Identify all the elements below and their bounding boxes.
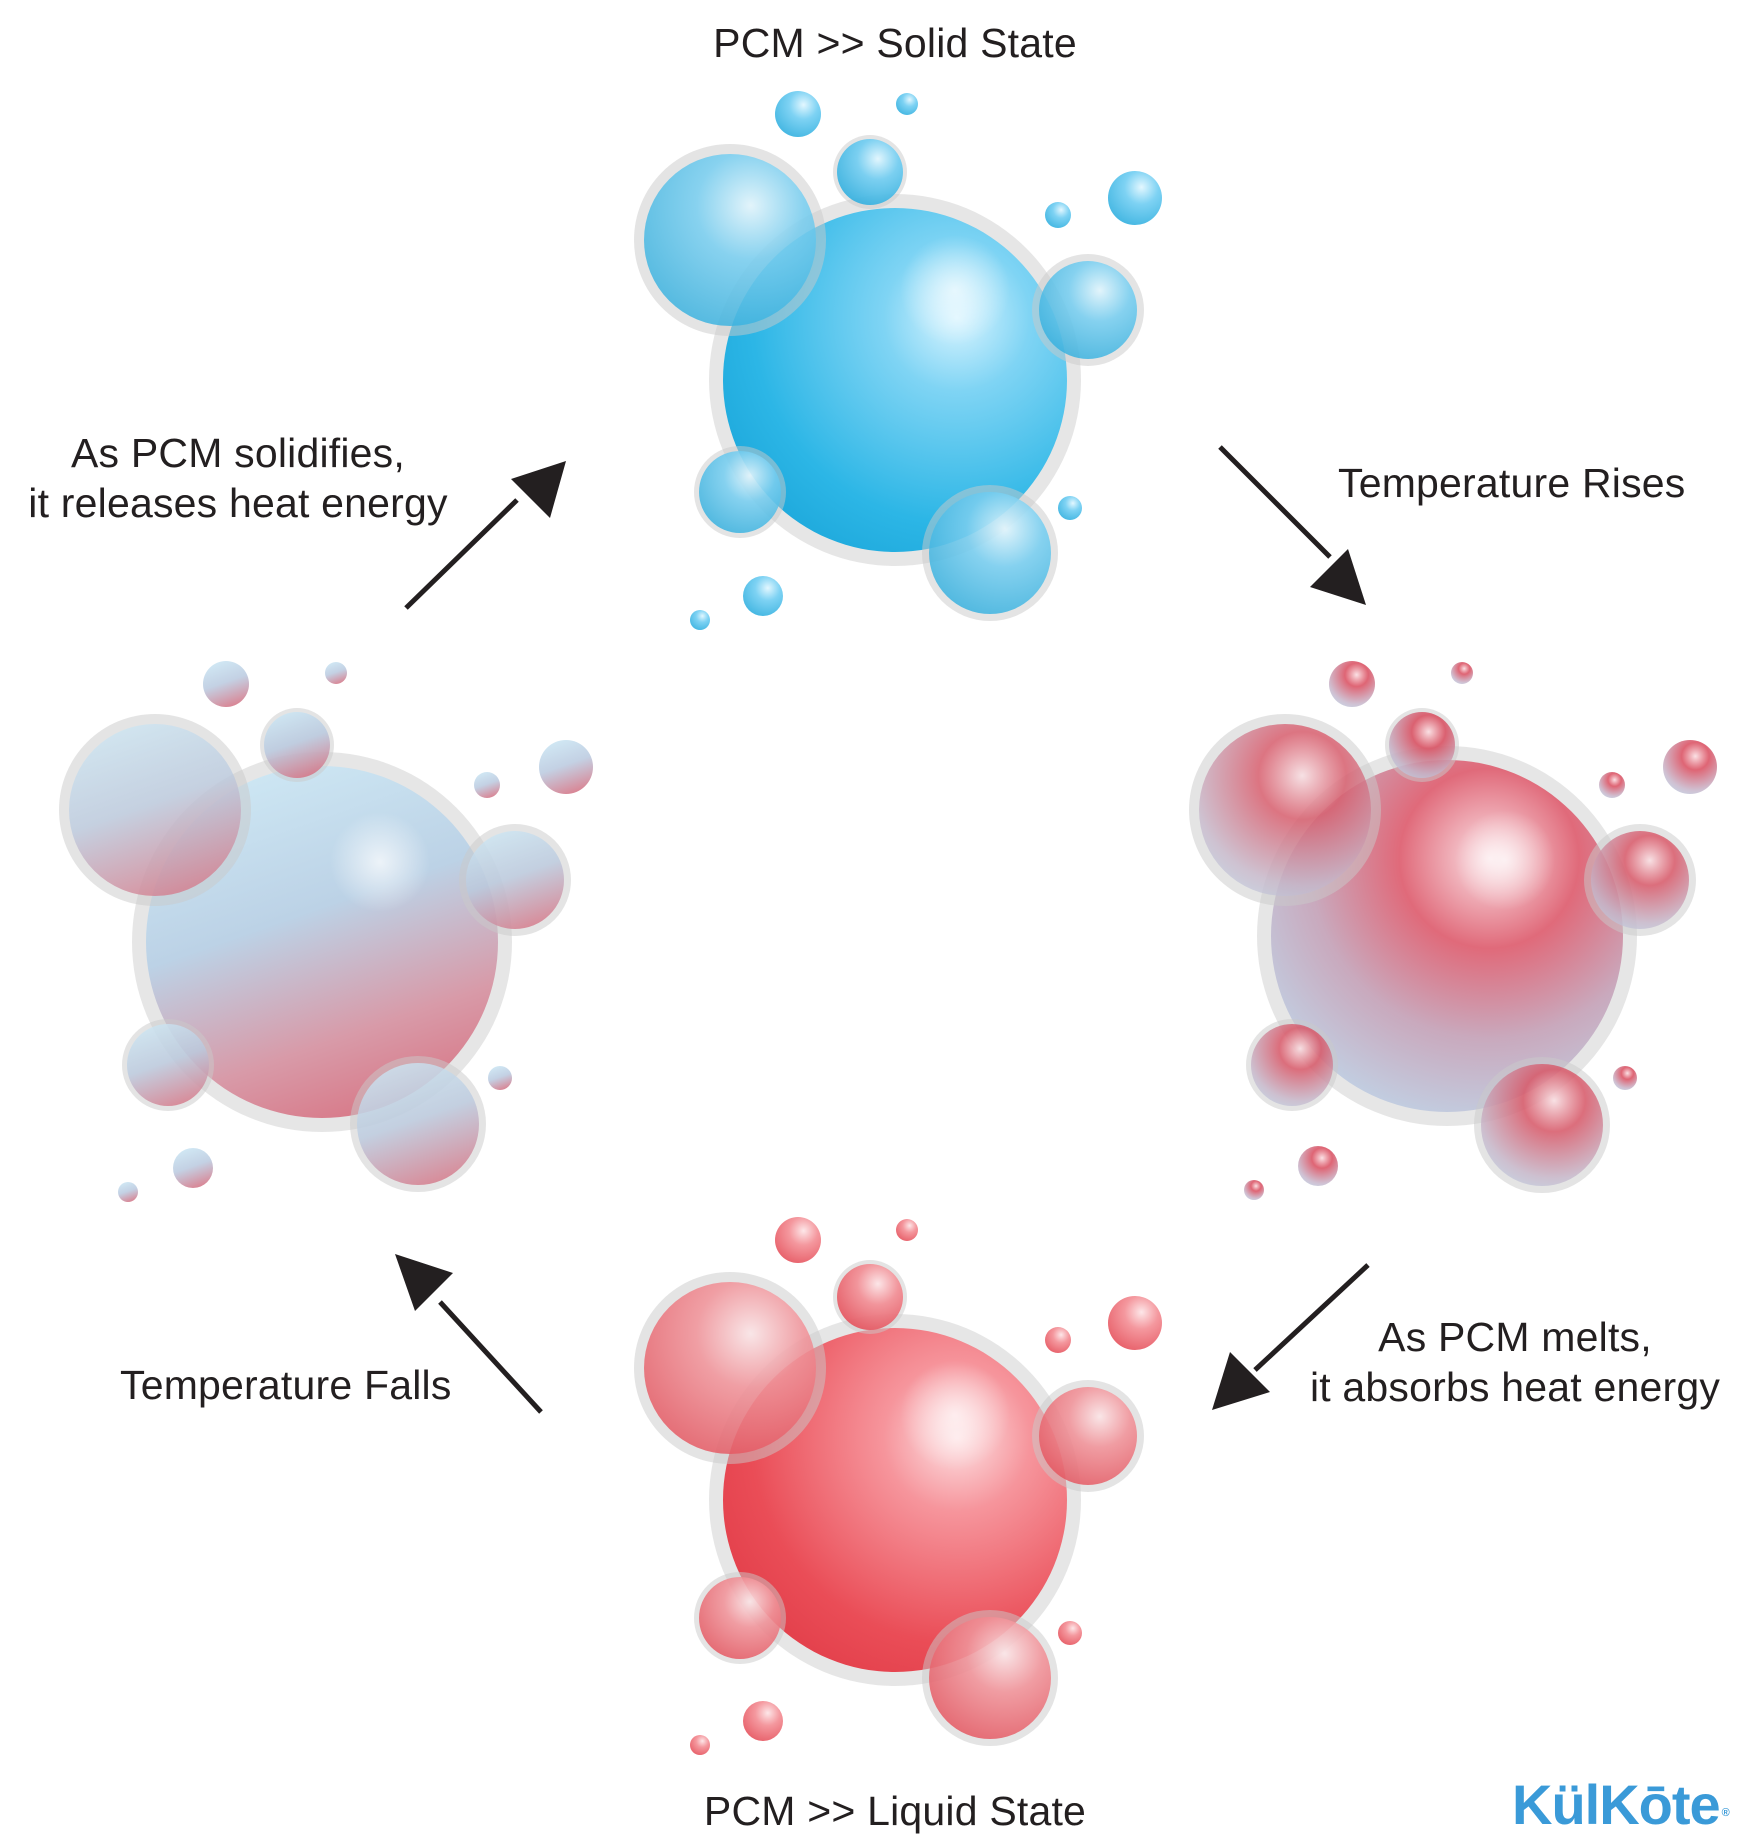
temperature-falls-label: Temperature Falls [120, 1362, 452, 1408]
liquid-state-cluster [634, 1217, 1162, 1755]
solid-state-cluster [634, 91, 1162, 630]
arrow-solid-to-melting [1218, 445, 1366, 605]
arrow-solidifying-to-solid [404, 461, 566, 610]
solid-state-label: PCM >> Solid State [713, 20, 1077, 66]
logo-text: KülKōte [1512, 1773, 1721, 1836]
solidifying-cluster [59, 661, 593, 1202]
arrow-melting-to-liquid [1212, 1263, 1370, 1410]
registered-mark: ® [1721, 1807, 1730, 1819]
solidifies-label-line1: As PCM solidifies, [71, 430, 405, 476]
arrow-liquid-to-solidifying [395, 1254, 543, 1414]
kulkote-logo: KülKōte ® [1512, 1773, 1730, 1836]
liquid-state-label: PCM >> Liquid State [703, 1788, 1087, 1834]
solidifies-label-line2: it releases heat energy [28, 480, 448, 526]
melts-label: As PCM melts, it absorbs heat energy [1290, 1312, 1740, 1412]
solidifies-label: As PCM solidifies, it releases heat ener… [18, 428, 458, 528]
melting-cluster [1189, 661, 1717, 1200]
temperature-rises-label: Temperature Rises [1338, 460, 1686, 506]
melts-label-line2: it absorbs heat energy [1309, 1364, 1721, 1410]
melts-label-line1: As PCM melts, [1378, 1314, 1652, 1360]
